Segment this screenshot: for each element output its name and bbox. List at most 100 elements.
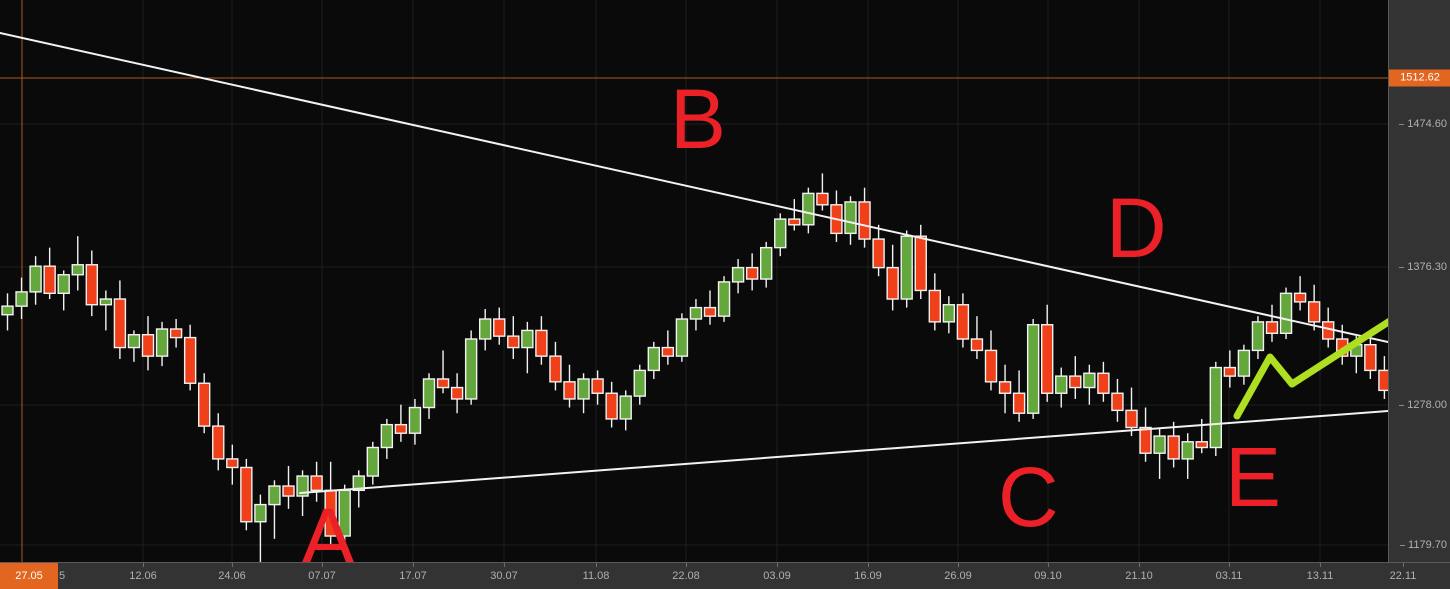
- candlestick: [900, 230, 913, 308]
- candle-body: [1195, 441, 1208, 449]
- candle-body: [1307, 301, 1321, 323]
- candle-body: [844, 201, 857, 235]
- trendline-lower-support: [299, 410, 1388, 494]
- candlestick: [956, 293, 970, 348]
- candlestick: [507, 316, 520, 359]
- time-tick-mark: [596, 563, 597, 567]
- candle-body: [99, 298, 113, 306]
- candle-body: [141, 334, 155, 357]
- candlestick: [43, 247, 56, 300]
- time-tick-mark: [1048, 563, 1049, 567]
- candlestick: [212, 413, 225, 471]
- candlestick: [366, 441, 379, 485]
- time-tick-mark: [958, 563, 959, 567]
- candle-body: [155, 328, 169, 357]
- candlestick: [1026, 319, 1040, 419]
- candle-body: [43, 265, 56, 295]
- time-tick-label: 22.11: [1389, 570, 1417, 582]
- price-axis[interactable]: 1474.60 1376.30 1278.00 1179.70 1512.62: [1388, 0, 1450, 562]
- candlestick: [970, 316, 984, 359]
- candlestick: [57, 270, 70, 311]
- time-tick-mark: [868, 563, 869, 567]
- candlestick: [127, 330, 141, 362]
- candlestick: [984, 330, 998, 391]
- candle-body: [998, 381, 1012, 394]
- candle-body: [731, 266, 745, 283]
- candlestick: [731, 259, 745, 294]
- time-tick-label: 12.06: [129, 570, 157, 582]
- candlestick: [998, 364, 1012, 414]
- candle-body: [310, 475, 323, 492]
- chart-plot-area[interactable]: A B C D E: [0, 0, 1388, 562]
- candlestick: [1251, 316, 1265, 359]
- candlestick: [661, 330, 675, 365]
- projection-path-bullish-projection: [1233, 318, 1388, 420]
- candlestick: [380, 418, 394, 459]
- candle-body: [914, 235, 927, 292]
- time-tick-label-partial: 5: [58, 570, 66, 582]
- candlestick: [1293, 276, 1307, 311]
- candlestick: [788, 199, 801, 231]
- candlestick: [1364, 333, 1377, 379]
- candlestick: [99, 290, 113, 331]
- annotation-label-c: C: [998, 450, 1059, 544]
- time-axis[interactable]: 27.05 5 12.06 24.06 07.07 17.07 30.07 11.08 22.0…: [0, 562, 1450, 589]
- candlestick: [872, 224, 885, 277]
- time-tick-label: 21.10: [1125, 570, 1153, 582]
- candle-body: [1364, 344, 1377, 372]
- time-tick-label: 03.11: [1215, 570, 1243, 582]
- candlestick: [1055, 367, 1068, 408]
- candlestick: [1153, 427, 1166, 479]
- candle-body: [479, 318, 492, 340]
- candlestick: [408, 398, 422, 445]
- candle-body: [1026, 324, 1040, 414]
- candlestick: [141, 316, 155, 371]
- price-tick-mark: [1399, 405, 1405, 406]
- candle-body: [563, 381, 576, 400]
- price-tick-label: 1278.00: [1399, 399, 1447, 411]
- candle-body: [1265, 321, 1279, 334]
- candle-body: [254, 503, 267, 523]
- candlestick: [774, 213, 787, 257]
- candle-body: [956, 304, 970, 340]
- candlestick: [29, 256, 42, 305]
- time-tick-mark: [143, 563, 144, 567]
- current-price-badge[interactable]: 1512.62: [1389, 69, 1450, 87]
- time-tick-mark: [1403, 563, 1404, 567]
- candlestick-chart-svg: [0, 0, 1388, 562]
- candle-body: [1237, 349, 1251, 377]
- candlestick: [226, 444, 239, 485]
- time-tick-mark: [232, 563, 233, 567]
- candlestick: [1279, 287, 1293, 339]
- candlestick: [802, 187, 815, 234]
- start-date-badge[interactable]: 27.05: [0, 563, 58, 589]
- price-tick-mark: [1400, 545, 1406, 546]
- candle-body: [942, 304, 956, 323]
- candlestick: [675, 313, 689, 362]
- candle-body: [1251, 321, 1265, 352]
- candle-body: [633, 369, 646, 397]
- candlestick: [605, 381, 618, 428]
- annotation-label-b: B: [670, 72, 727, 166]
- candle-body: [872, 238, 885, 269]
- candle-body: [1181, 441, 1194, 460]
- time-tick-label: 24.06: [218, 570, 246, 582]
- candlestick: [1069, 356, 1082, 399]
- candlestick: [689, 299, 703, 331]
- candle-body: [886, 266, 899, 300]
- candle-body: [675, 318, 689, 357]
- candle-body: [605, 392, 618, 420]
- candle-body: [268, 485, 281, 506]
- candlestick: [1139, 407, 1152, 462]
- time-tick-label: 13.11: [1306, 570, 1334, 582]
- candle-body: [1209, 366, 1223, 449]
- candle-body: [717, 281, 731, 317]
- candle-body: [928, 289, 941, 323]
- candle-body: [1, 305, 14, 316]
- candlestick: [647, 341, 660, 379]
- time-tick-label: 03.09: [763, 570, 791, 582]
- candle-body: [858, 201, 871, 240]
- candle-body: [1055, 375, 1068, 394]
- candlestick: [1083, 364, 1096, 405]
- candlestick: [254, 494, 267, 562]
